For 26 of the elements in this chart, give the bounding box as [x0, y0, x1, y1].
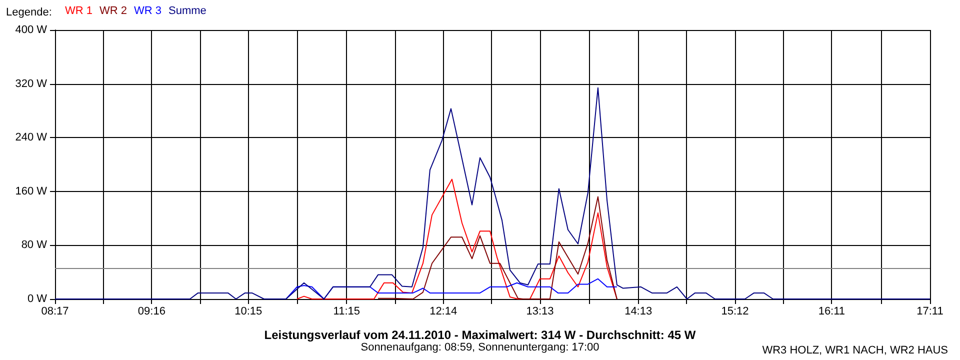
x-tick-label: 15:12 [721, 306, 749, 318]
x-tick-label: 10:15 [234, 306, 262, 318]
x-tick-label: 09:16 [138, 306, 166, 318]
text: WR3 HOLZ, WR1 NACH, WR2 HAUS [762, 344, 948, 356]
x-tick-label: 14:13 [624, 306, 652, 318]
y-tick-label: 320 W [15, 78, 48, 90]
legend-title: Legende: [6, 6, 52, 18]
x-tick-label: 17:11 [916, 306, 944, 318]
x-tick-label: 11:15 [333, 306, 360, 318]
text: WR 1 [65, 5, 92, 17]
text: WR 2 [100, 5, 127, 17]
x-tick-label: 08:17 [41, 306, 69, 318]
y-tick-label: 80 W [21, 239, 48, 252]
text: Summe [168, 5, 206, 17]
text: Leistungsverlauf vom 24.11.2010 - Maximalwert: 314 W - Durchschnitt: 45 W [264, 328, 696, 342]
line-series [378, 196, 618, 300]
y-tick-label: 0 W [27, 293, 48, 305]
y-tick-label: 400 W [15, 24, 48, 36]
y-tick-label: 160 W [15, 185, 48, 198]
y-tick-label: 240 W [15, 132, 48, 144]
text: WR 3 [134, 5, 162, 17]
x-tick-label: 13:13 [526, 306, 554, 318]
text: Sonnenaufgang: 08:59, Sonnenuntergang: 17:00 [360, 342, 600, 354]
x-tick-label: 12:14 [430, 306, 458, 318]
x-tick-label: 16:11 [818, 306, 846, 318]
line-series [296, 178, 618, 300]
